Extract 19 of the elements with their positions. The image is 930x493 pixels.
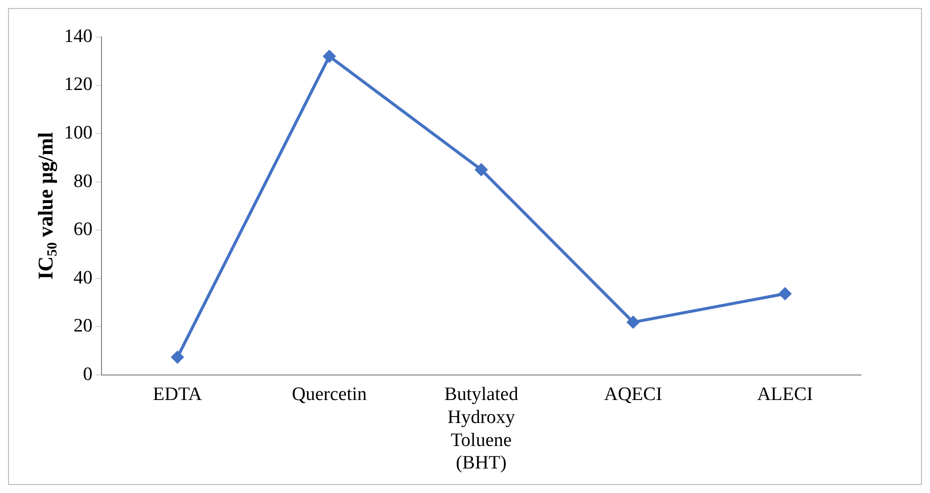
point (322, 50, 336, 63)
y-tick-label: 120 (64, 74, 92, 96)
x-tick-label: Quercetin (292, 384, 368, 406)
x-tick-label: EDTA (152, 384, 202, 406)
point (474, 163, 488, 176)
point (626, 316, 640, 329)
y-tick-label: 20 (74, 316, 92, 337)
x-tick-label: ALECI (757, 384, 814, 406)
y-tick-label: 100 (64, 122, 92, 144)
point (778, 287, 792, 300)
x-tick-label: Butylated Hydroxy Toluene (BHT) (444, 384, 519, 474)
y-tick-label: 0 (83, 364, 92, 385)
y-axis-title: IC50 value µg/ml (33, 132, 61, 280)
y-tick-label: 60 (74, 219, 92, 240)
y-tick-label: 40 (74, 267, 92, 288)
point (170, 350, 184, 364)
x-tick-label: AQECI (604, 384, 662, 406)
y-tick-label: 140 (64, 26, 92, 47)
y-tick-label: 80 (74, 170, 92, 192)
